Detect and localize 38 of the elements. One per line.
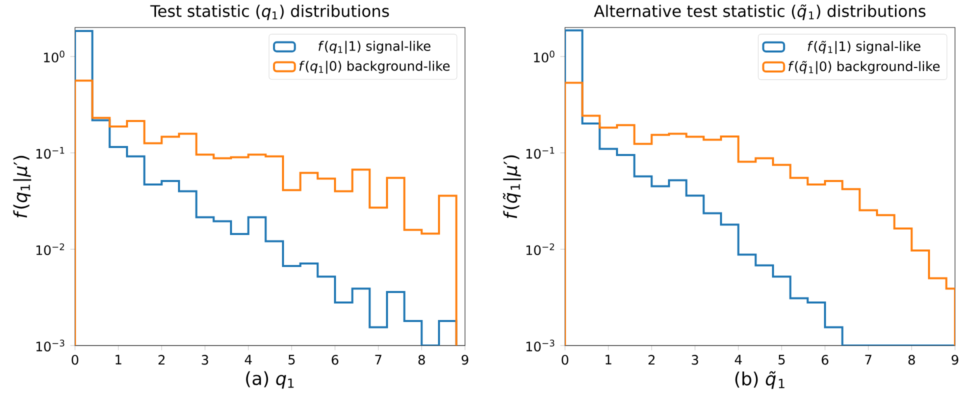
x-tick-label: 6 [332,355,338,365]
y-tick-label: 10$^{−2}$ [526,244,554,256]
x-tick-label: 3 [202,355,208,365]
x-tick-label: 8 [418,355,425,365]
x-tick-label: 5 [288,355,295,365]
x-tick-label: 1 [606,355,612,365]
x-tick-label: 8 [908,355,915,365]
x-tick-label: 3 [692,355,698,365]
legend-label: f(q̃$_{1}$|0) background-like [788,61,940,74]
chart-title: Test statistic (q$_{1}$) distributions [150,4,389,20]
y-tick-label: 10$^{−1}$ [36,147,64,159]
x-tick-label: 6 [822,355,828,365]
y-tick-label: 10$^{−1}$ [526,147,554,159]
chart-title: Alternative test statistic (q̃$_{1}$) distributions [594,4,926,20]
x-axis-title: (b) q̃$_{1}$ [735,371,784,390]
x-tick-label: 2 [648,355,654,365]
x-tick-label: 7 [865,355,872,365]
legend-label: f(q̃$_{1}$|1) signal-like [808,41,920,54]
x-tick-label: 0 [72,355,78,365]
y-axis-title: f(q̃$_{1}$|μ′) [502,156,522,218]
x-axis-title: (a) q$_{1}$ [246,371,294,389]
x-tick-label: 9 [952,355,958,365]
x-tick-label: 1 [116,355,122,365]
y-axis-title: f(q$_{1}$|μ′) [13,156,32,218]
x-tick-label: 4 [734,355,742,365]
x-tick-label: 7 [375,355,382,365]
y-tick-label: 10$^{−3}$ [526,340,554,352]
y-tick-label: 10$^{−3}$ [36,340,64,352]
legend-label: f(q$_{1}$|0) background-like [299,60,450,74]
y-tick-label: 10$^{0}$ [44,50,64,63]
y-tick-label: 10$^{0}$ [534,50,554,63]
x-tick-label: 0 [562,355,568,365]
y-tick-label: 10$^{−2}$ [36,244,64,256]
x-tick-label: 4 [244,355,252,365]
x-tick-label: 9 [462,355,468,365]
x-tick-label: 2 [158,355,164,365]
legend-label: f(q$_{1}$|1) signal-like [318,41,430,54]
x-tick-label: 5 [778,355,785,365]
